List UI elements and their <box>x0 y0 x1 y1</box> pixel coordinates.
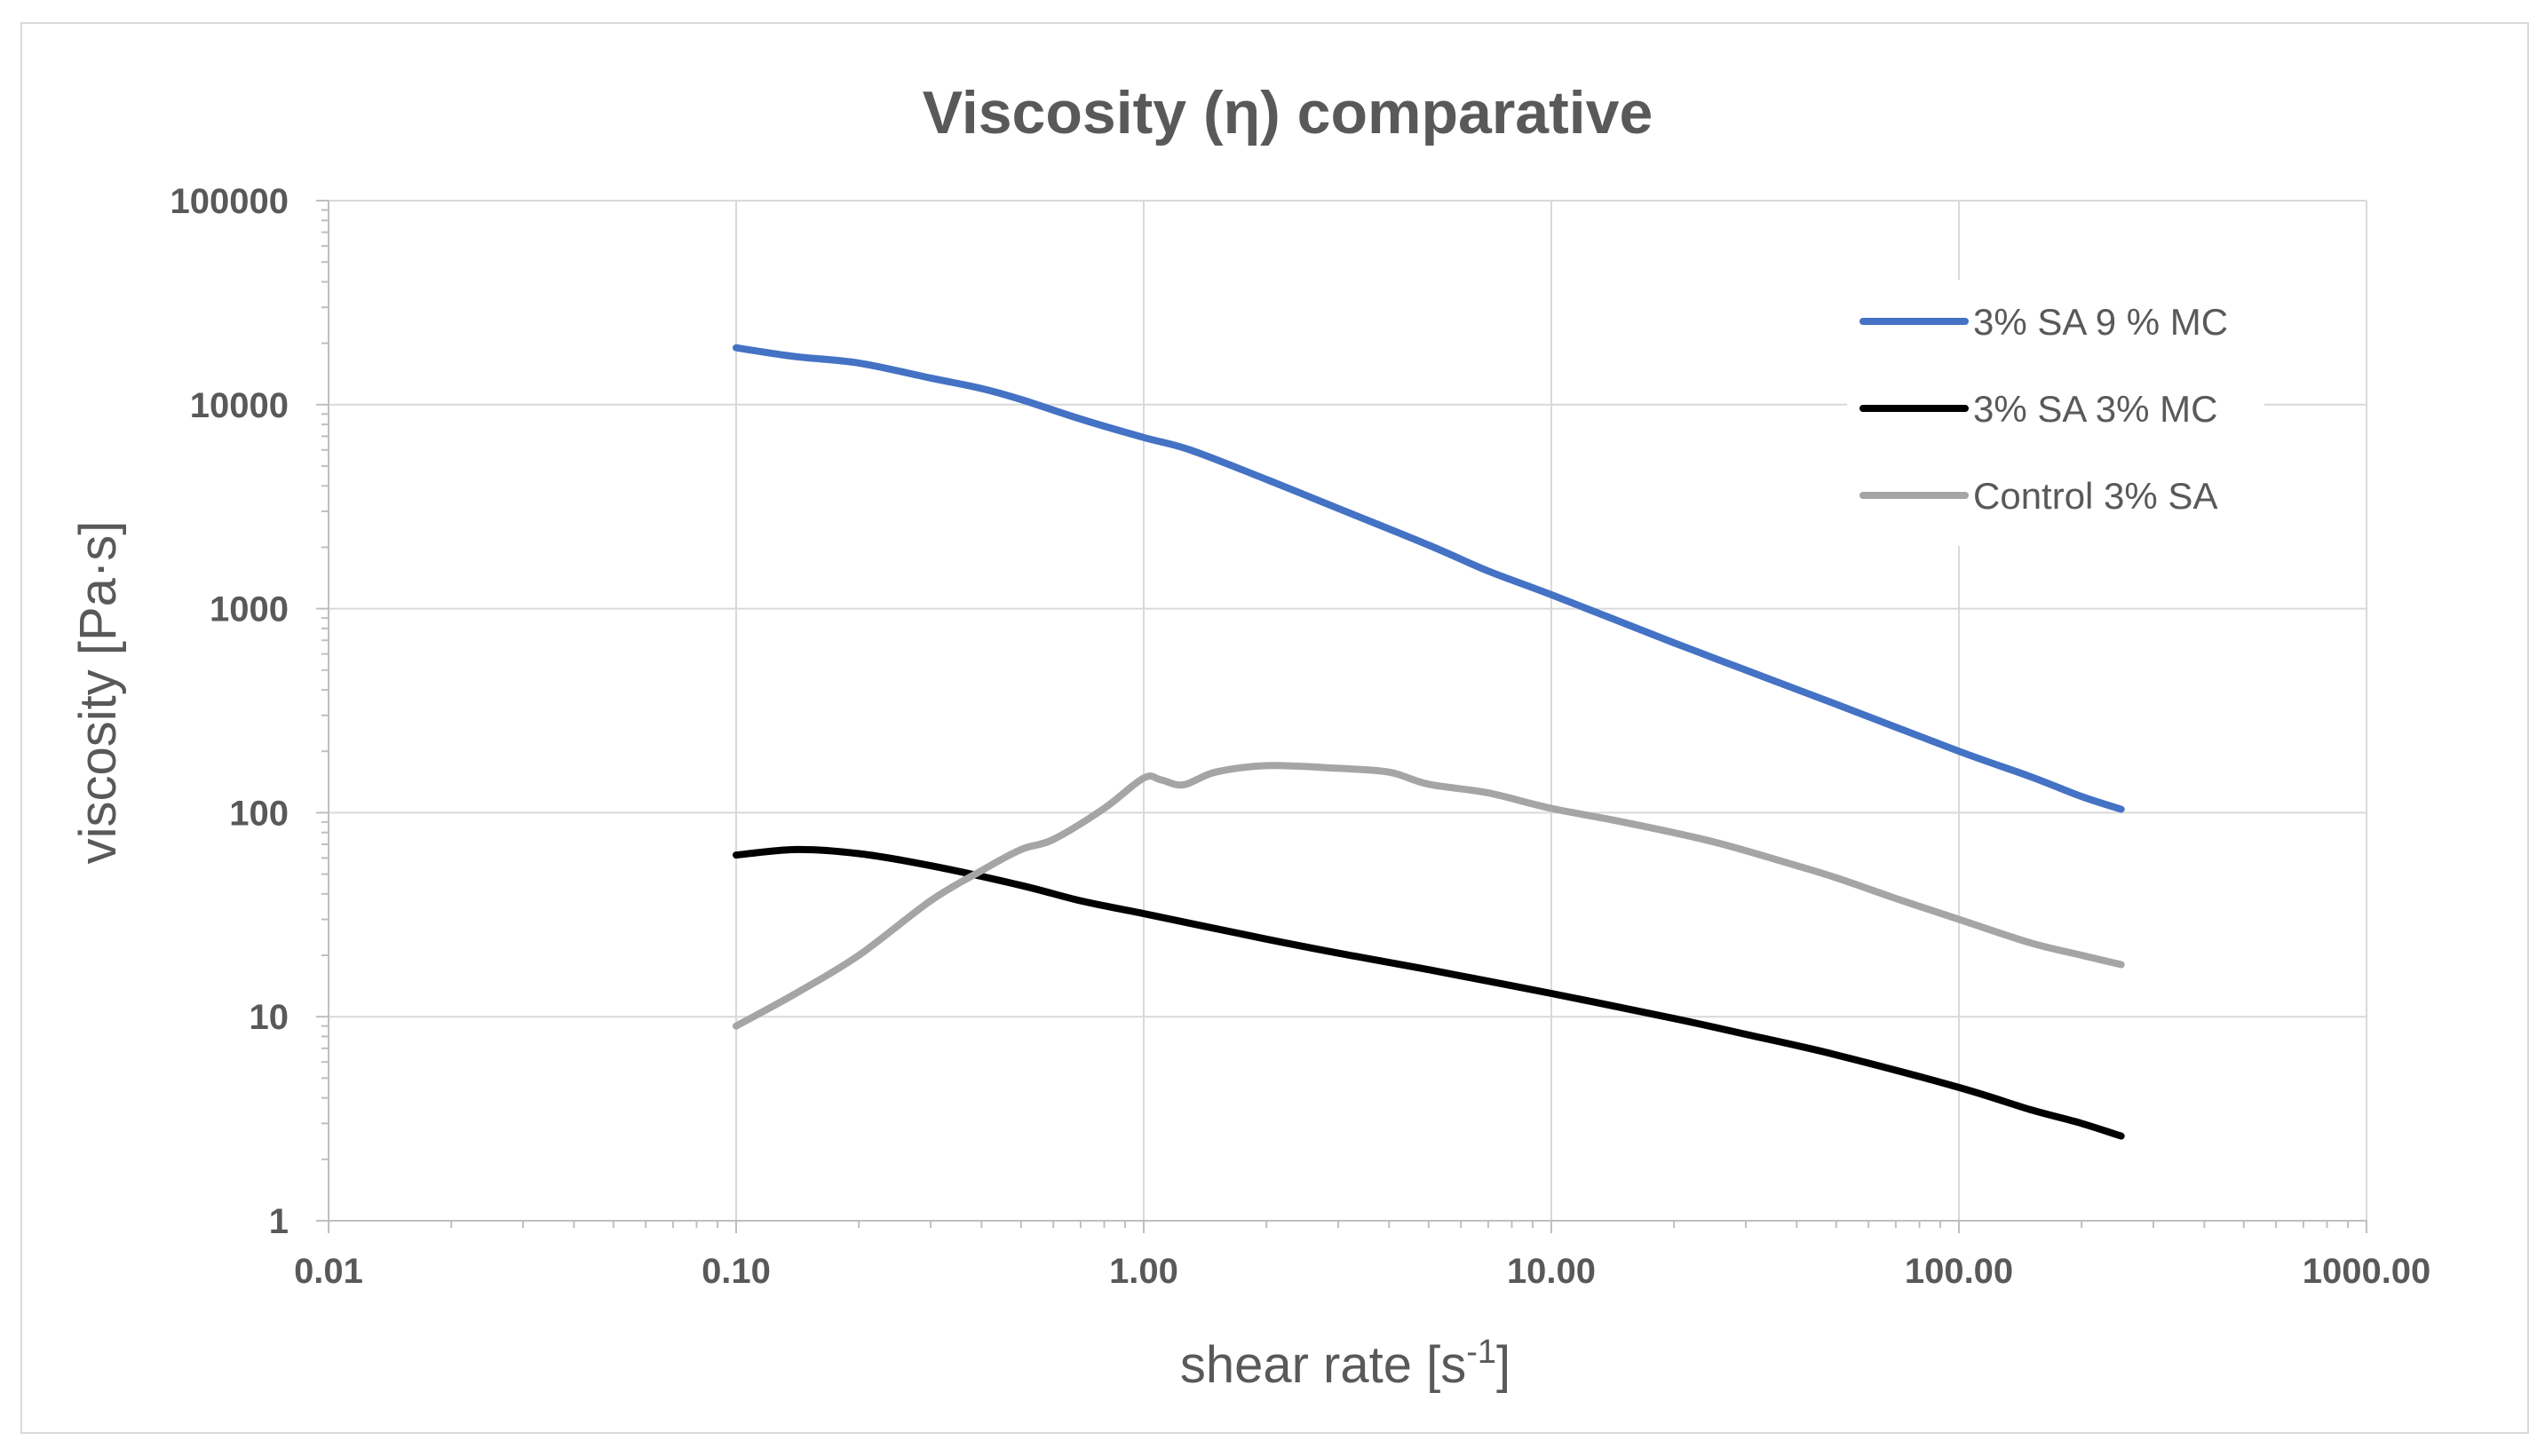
y-tick-label: 100 <box>229 794 289 833</box>
x-tick-label: 1000.00 <box>2303 1252 2431 1291</box>
y-tick-label: 10000 <box>190 386 289 425</box>
axes <box>328 201 2367 1222</box>
series-control-3pct-sa <box>733 762 2125 1030</box>
legend-label: 3% SA 3% MC <box>1973 388 2217 430</box>
minor-ticks <box>316 200 2367 1233</box>
y-tick-label: 1 <box>269 1202 289 1241</box>
legend-label: 3% SA 9 % MC <box>1973 301 2228 343</box>
chart-title: Viscosity (η) comparative <box>923 79 1653 146</box>
y-tick-label: 1000 <box>210 590 289 629</box>
x-tick-label: 100.00 <box>1905 1252 2013 1291</box>
chart-frame <box>20 22 2529 1434</box>
series-3pct-sa-3pct-mc <box>733 845 2125 1140</box>
y-tick-label: 10 <box>250 998 289 1037</box>
y-axis-title: viscosity [Pa·s] <box>69 521 127 865</box>
x-axis-title: shear rate [s-1] <box>1180 1333 1510 1394</box>
y-tick-label: 100000 <box>170 182 289 221</box>
legend-label: Control 3% SA <box>1973 475 2217 517</box>
x-tick-label: 0.10 <box>702 1252 771 1291</box>
y-tick-labels: 1 10 100 1000 10000 100000 <box>170 182 289 1241</box>
x-axis-title-main: shear rate [s <box>1180 1336 1466 1394</box>
series-3pct-sa-9pct-mc <box>733 344 2125 813</box>
legend: 3% SA 9 % MC 3% SA 3% MC Control 3% SA <box>1847 280 2264 546</box>
x-tick-label: 1.00 <box>1109 1252 1178 1291</box>
x-tick-labels: 0.01 0.10 1.00 10.00 100.00 1000.00 <box>294 1252 2430 1291</box>
x-tick-label: 10.00 <box>1507 1252 1596 1291</box>
x-axis-title-superscript: -1 <box>1466 1333 1496 1371</box>
x-tick-label: 0.01 <box>294 1252 363 1291</box>
series-lines <box>733 344 2125 1140</box>
x-axis-title-close: ] <box>1496 1336 1510 1394</box>
